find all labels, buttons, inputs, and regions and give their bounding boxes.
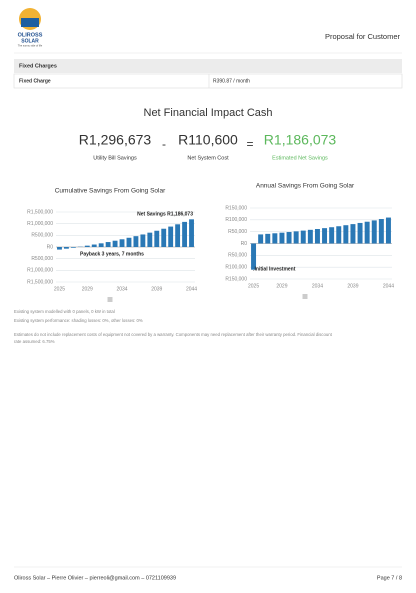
y-tick-label: R0 [241,241,248,247]
y-tick-label: R500,000 [31,256,53,262]
bar [57,247,62,250]
y-tick-label: R50,000 [228,253,247,259]
x-tick-label: 2034 [312,283,323,289]
bar [279,232,285,244]
note: rate assumed: 6.75% [14,339,55,344]
y-tick-label: R100,000 [225,264,247,270]
bar [300,230,306,244]
table-heading: Fixed Charges [19,63,57,69]
bar [126,237,132,247]
y-tick-label: R1,500,000 [27,209,53,215]
footer-left: Oliross Solar – Pierre Olivier – pierreo… [14,575,176,581]
y-tick-label: R150,000 [225,276,247,282]
bar [258,234,264,244]
note: Estimates do not include replacement cos… [14,332,333,337]
y-tick-label: R100,000 [225,217,247,223]
logo-company-sub: SOLAR [21,38,39,44]
y-tick-label: R50,000 [228,229,247,235]
chart-title: Annual Savings From Going Solar [256,183,355,190]
logo-tagline: The sunny side of life [18,44,43,48]
bar [161,228,167,247]
bar [385,217,391,244]
summary-label: Net System Cost [187,155,229,161]
bar [119,239,125,247]
bar [154,230,160,247]
annotation: Payback 3 years, 7 months [80,251,144,257]
bar [91,244,97,247]
bar [307,229,313,244]
bar [147,232,153,247]
table-cell: Fixed Charge [19,78,51,84]
y-tick-label: R1,500,000 [27,279,53,285]
bar [272,233,278,244]
bar [168,226,174,247]
bar [265,233,271,244]
y-tick-label: R0 [47,244,54,250]
annotation: Initial Investment [255,266,296,272]
bar [378,219,384,244]
summary-value: R1,296,673 [79,132,152,148]
summary-label: Utility Bill Savings [93,155,137,161]
x-tick-label: 2044 [186,286,197,292]
bar [70,247,76,248]
x-tick-label: 2039 [347,283,358,289]
bar [63,247,69,249]
legend-swatch [107,297,113,302]
logo: OLIROSS SOLAR The sunny side of life [18,8,43,48]
bar [357,222,363,244]
bar [371,220,377,244]
bar [189,219,194,247]
bar [140,234,146,247]
y-tick-label: R1,000,000 [27,221,53,227]
bar [329,227,335,244]
summary-value: R110,600 [178,132,238,148]
x-tick-label: 2025 [248,283,259,289]
bar [322,228,328,244]
bar [364,221,370,244]
summary-operator: - [162,137,166,151]
bar [98,243,104,247]
logo-panel [21,18,39,27]
bar [105,242,111,247]
bar [343,225,349,244]
note: Existing system performance: shading los… [14,318,143,323]
x-tick-label: 2039 [151,286,162,292]
bar [350,224,356,244]
bar [112,240,118,247]
summary-title: Net Financial Impact Cash [144,107,273,119]
summary-label: Estimated Net Savings [272,155,328,161]
y-tick-label: R1,000,000 [27,268,53,274]
table-row [13,73,403,89]
summary-value: R1,186,073 [264,132,337,148]
bar [182,221,188,247]
bar [175,224,181,247]
summary-operator: = [246,137,253,151]
annotation: Net Savings R1,186,073 [137,211,193,217]
x-tick-label: 2044 [383,283,394,289]
logo-company: OLIROSS [18,32,43,38]
header-title: Proposal for Customer [325,32,401,41]
bar [84,245,90,247]
note: Existing system modelled with 0 panels, … [14,309,115,314]
x-tick-label: 2025 [54,286,65,292]
y-tick-label: R150,000 [225,205,247,211]
chart-title: Cumulative Savings From Going Solar [55,188,166,195]
bar [336,226,342,244]
x-tick-label: 2034 [116,286,127,292]
table-cell: R390.87 / month [213,78,250,84]
bar [293,231,299,244]
bar [251,243,257,270]
x-tick-label: 2029 [82,286,93,292]
legend-swatch [302,294,308,299]
x-tick-label: 2029 [276,283,287,289]
footer-right: Page 7 / 8 [377,575,402,581]
table-header-bg [14,59,402,73]
bar [133,236,139,247]
y-tick-label: R500,000 [31,233,53,239]
bar [286,232,292,244]
bar [314,229,320,244]
